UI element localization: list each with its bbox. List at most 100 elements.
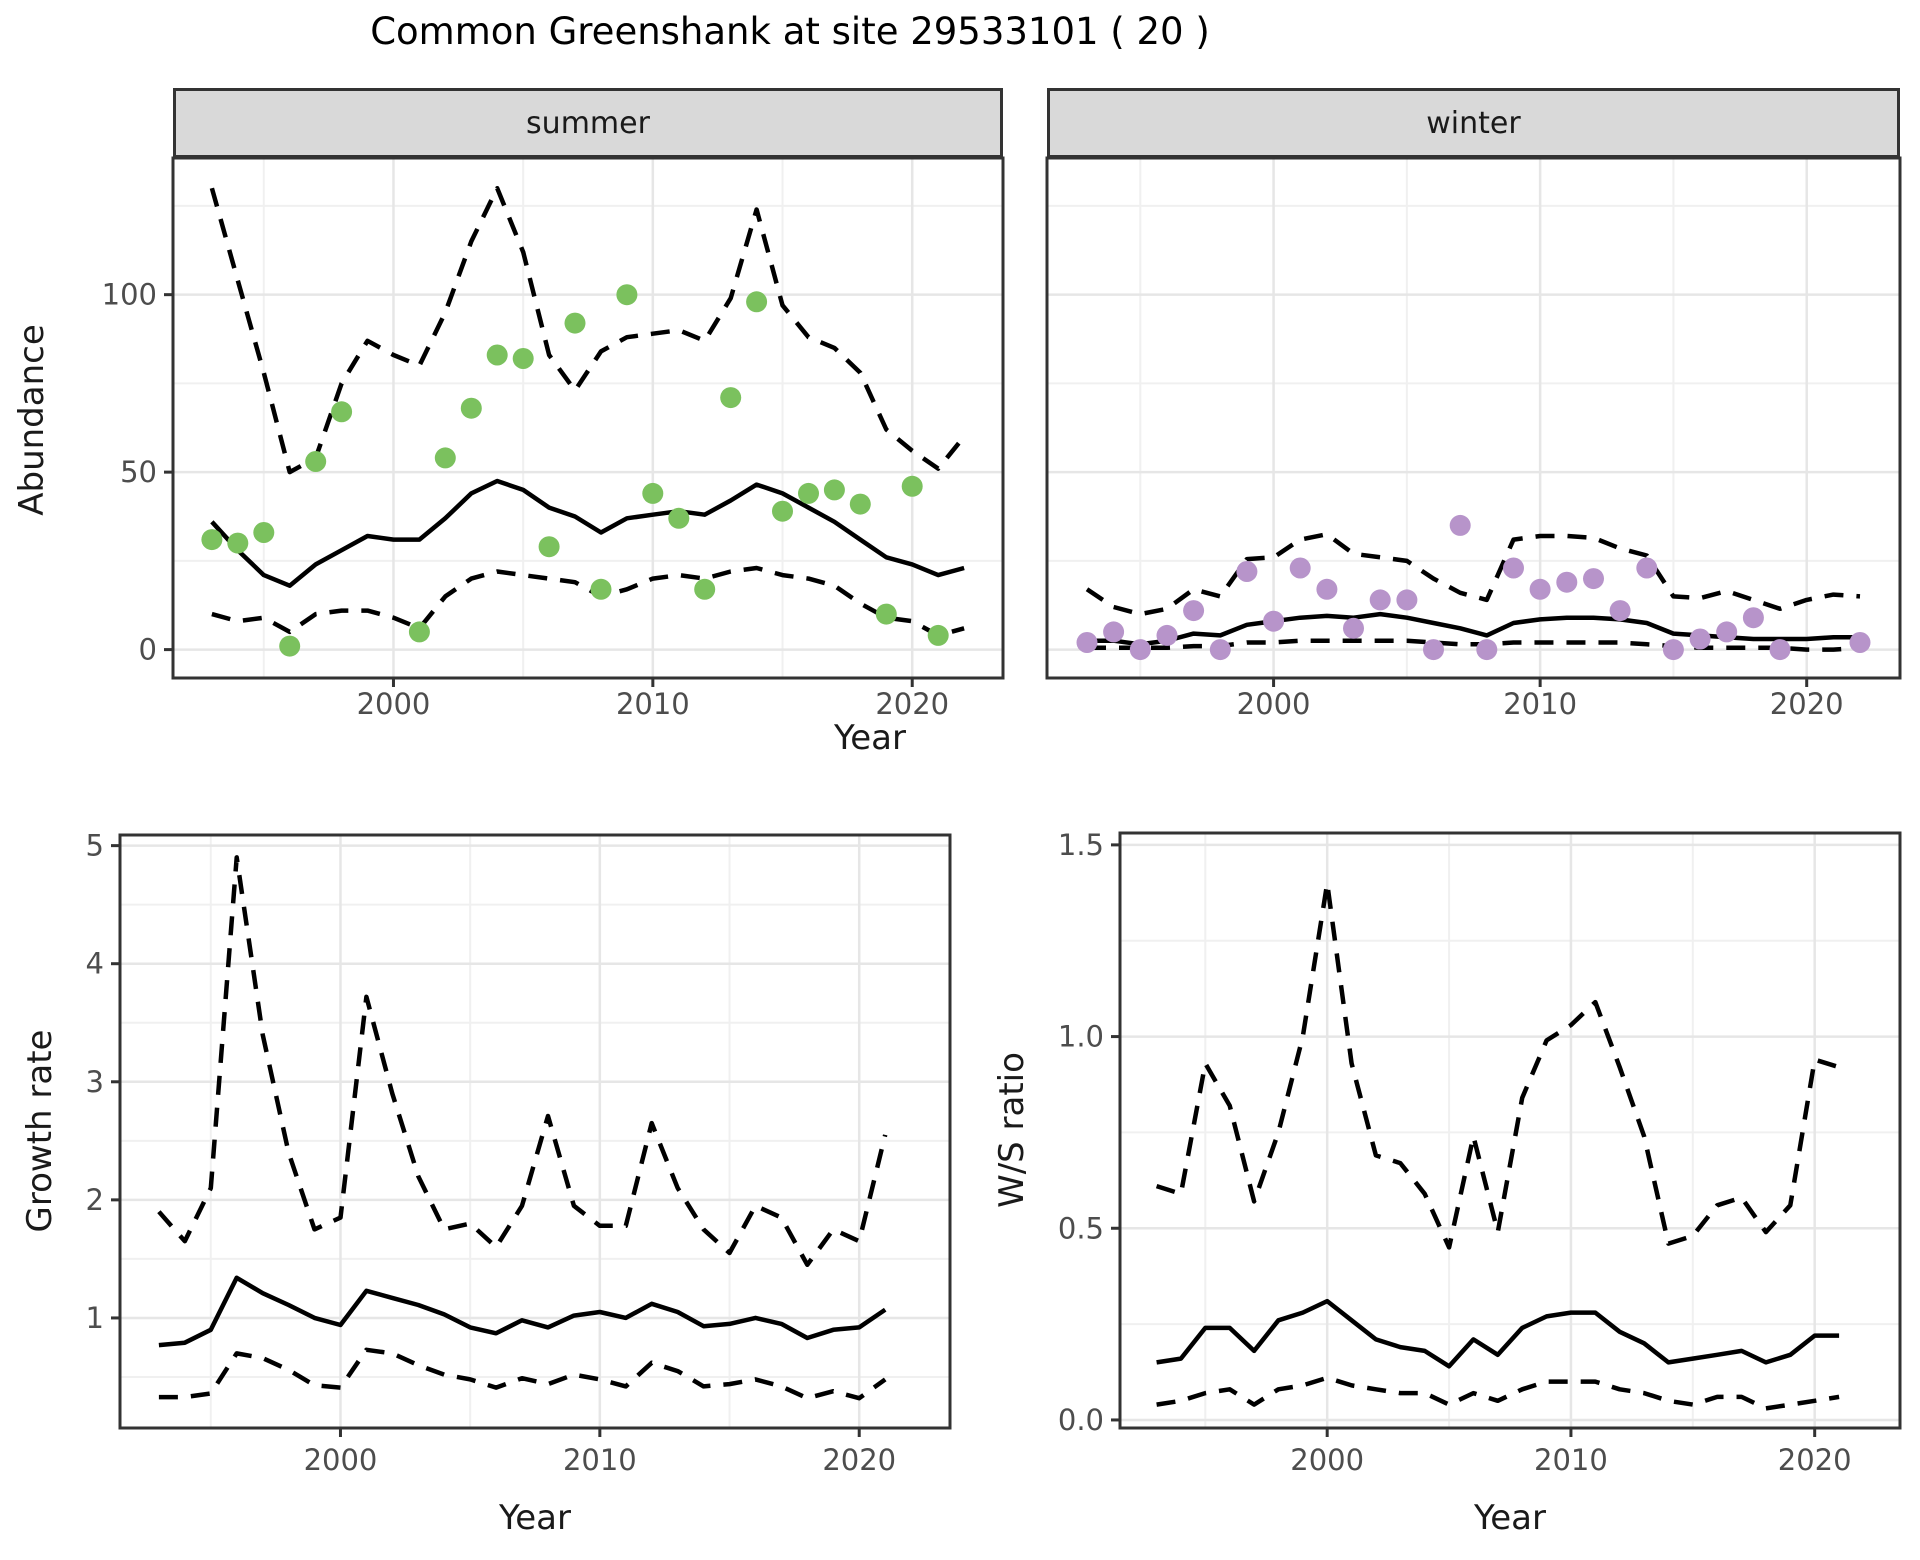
- y-tick-label: 0: [139, 633, 157, 667]
- summer-mean-line: [210, 478, 965, 588]
- ws-upper_ci-line: [1155, 880, 1840, 1250]
- growth-mean-line: [158, 1275, 887, 1348]
- data-point-winter: [1209, 639, 1231, 661]
- data-point-winter: [1662, 639, 1684, 661]
- y-tick-label: 1.0: [1058, 1020, 1104, 1054]
- winter-panel: 2000 2010 2020: [1045, 156, 1902, 721]
- y-tick-label: 2: [86, 1183, 104, 1217]
- data-point-summer: [538, 536, 560, 558]
- x-tick-label: 2000: [304, 1443, 378, 1477]
- y-tick-label: 0.0: [1058, 1403, 1104, 1437]
- growth-lower_ci-line: [158, 1347, 887, 1401]
- ws-mean-line: [1156, 1298, 1840, 1369]
- facet-strip-summer-label: summer: [526, 105, 650, 141]
- x-axis-label-year-ws: Year: [1474, 1498, 1546, 1538]
- data-point-winter: [1636, 557, 1658, 579]
- summer-panel-border: [171, 156, 1005, 680]
- data-point-summer: [590, 578, 612, 600]
- x-tick-label: 2020: [822, 1443, 896, 1477]
- data-point-winter: [1769, 639, 1791, 661]
- data-point-winter: [1076, 632, 1098, 653]
- x-tick-label: 2010: [1503, 687, 1577, 721]
- x-tick-label: 2020: [875, 687, 949, 721]
- data-point-winter: [1396, 589, 1418, 611]
- data-point-winter: [1476, 639, 1498, 661]
- growth-upper_ci-line: [157, 855, 888, 1268]
- data-point-winter: [1742, 607, 1764, 629]
- data-point-winter: [1183, 600, 1205, 622]
- data-point-winter: [1236, 561, 1258, 582]
- data-point-winter: [1129, 639, 1151, 661]
- data-point-winter: [1289, 557, 1311, 579]
- data-point-winter: [1609, 600, 1631, 622]
- data-point-summer: [331, 401, 353, 423]
- x-axis-label-year-growth: Year: [499, 1498, 571, 1538]
- data-point-summer: [279, 635, 301, 657]
- x-axis-label-year-top: Year: [834, 718, 906, 758]
- y-tick-label: 0.5: [1058, 1211, 1104, 1245]
- data-point-winter: [1583, 568, 1604, 590]
- growth-panel: 2000 2010 2020 1 2 3 4 5: [86, 829, 952, 1477]
- data-point-summer: [772, 500, 793, 522]
- data-point-summer: [927, 624, 949, 646]
- data-point-winter: [1716, 621, 1738, 643]
- data-point-winter: [1503, 557, 1524, 579]
- ws-lower_ci-line: [1156, 1375, 1840, 1411]
- x-tick-label: 2000: [357, 687, 431, 721]
- y-tick-label: 100: [102, 278, 157, 312]
- y-axis-label-abundance: Abundance: [12, 324, 52, 516]
- data-point-summer: [694, 578, 716, 600]
- data-point-summer: [798, 482, 819, 504]
- data-point-winter: [1449, 514, 1471, 536]
- y-tick-label: 5: [86, 829, 104, 863]
- data-point-summer: [746, 291, 768, 313]
- x-tick-label: 2010: [563, 1443, 637, 1477]
- data-point-summer: [486, 344, 508, 366]
- data-point-winter: [1369, 589, 1391, 611]
- winter-panel-border: [1045, 156, 1902, 680]
- winter-upper_ci-line: [1085, 531, 1861, 617]
- data-point-summer: [434, 447, 456, 469]
- data-point-winter: [1263, 610, 1285, 632]
- summer-upper_ci-line: [209, 185, 966, 475]
- x-tick-label: 2000: [1237, 687, 1311, 721]
- data-point-summer: [305, 451, 327, 472]
- x-tick-label: 2010: [616, 687, 690, 721]
- data-point-winter: [1423, 639, 1444, 661]
- y-tick-label: 1: [86, 1301, 104, 1335]
- data-point-summer: [512, 348, 534, 369]
- growth-panel-border: [118, 833, 952, 1430]
- summer-lower_ci-line: [211, 565, 965, 638]
- data-point-summer: [849, 493, 871, 515]
- ws-panel-border: [1118, 831, 1902, 1430]
- data-point-summer: [642, 482, 664, 504]
- data-point-summer: [227, 532, 249, 554]
- y-tick-label: 3: [86, 1065, 104, 1099]
- x-tick-label: 2010: [1534, 1443, 1608, 1477]
- facet-strip-summer: summer: [173, 88, 1003, 158]
- facet-strip-winter-label: winter: [1426, 105, 1521, 141]
- y-tick-label: 50: [120, 455, 157, 489]
- chart-title: Common Greenshank at site 29533101 ( 20 …: [370, 10, 1210, 53]
- facet-strip-winter: winter: [1047, 88, 1900, 158]
- data-point-summer: [408, 621, 430, 643]
- data-point-summer: [253, 522, 275, 543]
- x-tick-label: 2000: [1290, 1443, 1364, 1477]
- y-axis-label-ws-ratio: W/S ratio: [992, 1052, 1032, 1208]
- data-point-summer: [823, 479, 845, 501]
- data-point-summer: [460, 397, 482, 419]
- data-point-summer: [616, 284, 638, 306]
- y-tick-label: 1.5: [1058, 828, 1104, 862]
- data-point-winter: [1556, 571, 1578, 593]
- data-point-winter: [1343, 617, 1364, 639]
- data-point-winter: [1316, 578, 1338, 600]
- data-point-winter: [1156, 624, 1178, 646]
- ws-panel: 2000 2010 2020 0.0 0.5 1.0 1.5: [1058, 828, 1902, 1477]
- y-axis-label-growth-rate: Growth rate: [20, 1029, 60, 1233]
- y-tick-label: 4: [86, 947, 104, 981]
- summer-panel: 2000 2010 2020 0 50 100: [102, 156, 1005, 721]
- data-point-summer: [668, 507, 690, 529]
- data-point-summer: [564, 312, 586, 334]
